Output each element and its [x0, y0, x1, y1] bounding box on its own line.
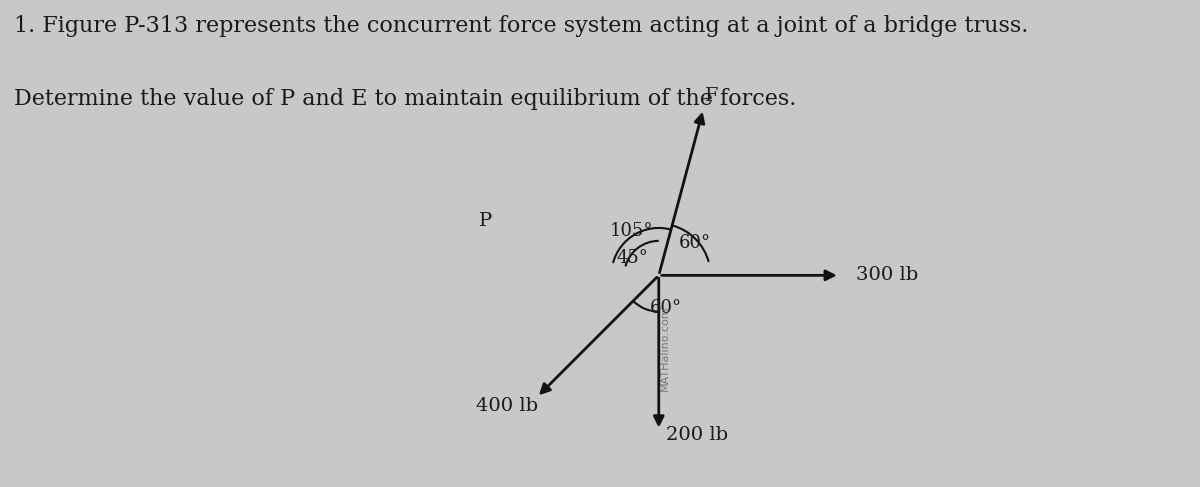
Text: P: P — [479, 212, 492, 230]
Text: 1. Figure P-313 represents the concurrent force system acting at a joint of a br: 1. Figure P-313 represents the concurren… — [14, 15, 1028, 37]
Text: 200 lb: 200 lb — [666, 426, 728, 444]
Text: 400 lb: 400 lb — [475, 397, 538, 415]
Text: MATHalino.com: MATHalino.com — [660, 306, 670, 392]
Text: 300 lb: 300 lb — [856, 266, 918, 284]
Text: 105°: 105° — [610, 222, 653, 240]
Text: 60°: 60° — [679, 234, 712, 252]
Text: 45°: 45° — [617, 249, 649, 267]
Text: Determine the value of P and E to maintain equilibrium of the forces.: Determine the value of P and E to mainta… — [14, 88, 797, 110]
Text: 60°: 60° — [649, 299, 682, 317]
Text: F: F — [706, 87, 719, 105]
